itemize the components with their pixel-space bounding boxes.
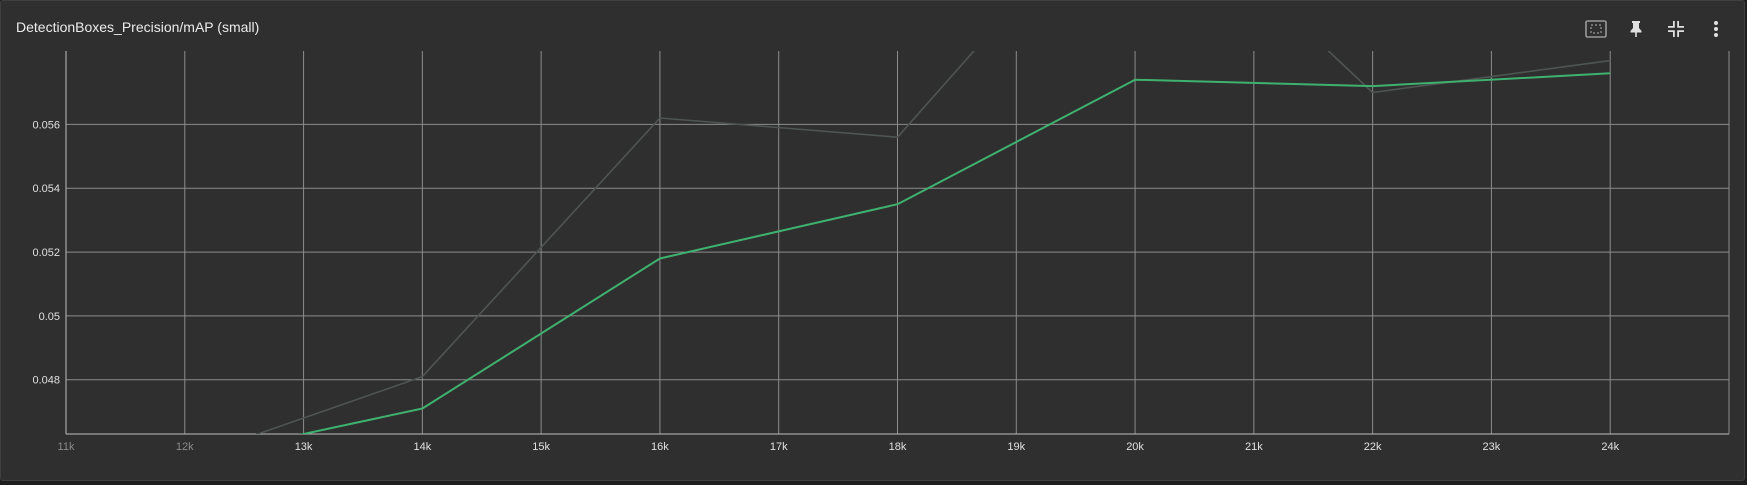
x-tick-label: 23k bbox=[1483, 441, 1501, 453]
more-vert-icon bbox=[1714, 21, 1718, 37]
x-tick-label: 21k bbox=[1245, 441, 1263, 453]
y-tick-label: 0.056 bbox=[32, 119, 60, 131]
pin-card-button[interactable] bbox=[1616, 15, 1656, 43]
pin-icon bbox=[1630, 21, 1642, 37]
x-tick-label: 12k bbox=[176, 441, 194, 453]
y-tick-label: 0.054 bbox=[32, 183, 60, 195]
raw-series-line bbox=[255, 51, 1611, 434]
x-tick-label: 15k bbox=[532, 441, 550, 453]
fit-domain-button[interactable] bbox=[1576, 15, 1616, 43]
x-tick-label: 13k bbox=[295, 441, 313, 453]
fit-domain-icon bbox=[1585, 20, 1607, 38]
x-tick-label: 20k bbox=[1126, 441, 1144, 453]
grid bbox=[66, 51, 1729, 434]
x-tick-label: 19k bbox=[1007, 441, 1025, 453]
x-tick-label: 24k bbox=[1601, 441, 1619, 453]
y-tick-label: 0.05 bbox=[39, 311, 60, 323]
series-layer bbox=[255, 51, 1611, 434]
smoothed-series-line bbox=[298, 72, 1611, 434]
card-title: DetectionBoxes_Precision/mAP (small) bbox=[16, 19, 260, 35]
y-tick-label: 0.052 bbox=[32, 247, 60, 259]
x-tick-label: 16k bbox=[651, 441, 669, 453]
more-options-button[interactable] bbox=[1696, 15, 1736, 43]
x-tick-label: 17k bbox=[770, 441, 788, 453]
card-toolbar bbox=[1576, 15, 1736, 43]
x-tick-label: 14k bbox=[413, 441, 431, 453]
y-tick-label: 0.048 bbox=[32, 375, 60, 387]
x-tick-label: 22k bbox=[1364, 441, 1382, 453]
x-tick-label: 18k bbox=[889, 441, 907, 453]
x-tick-label: 11k bbox=[58, 441, 75, 453]
